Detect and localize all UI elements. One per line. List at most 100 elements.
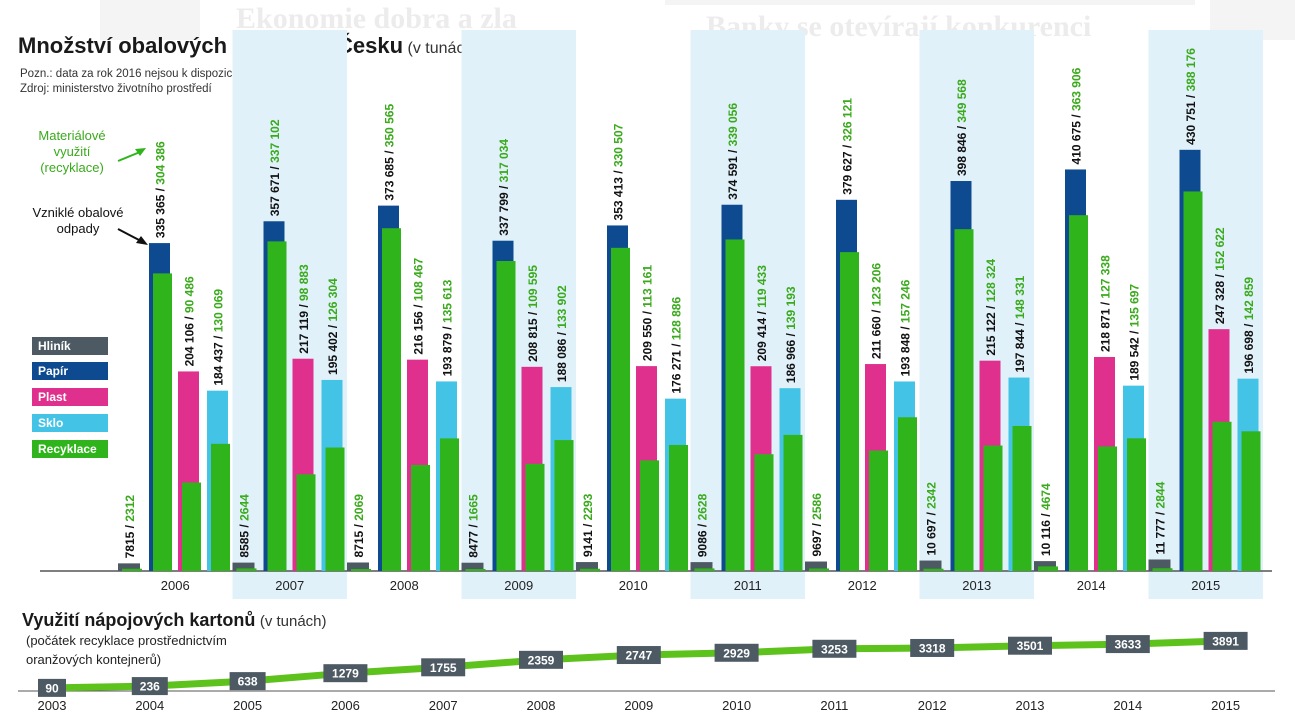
cartons-point-badge [1008, 636, 1052, 655]
cartons-point-badge [1105, 635, 1150, 654]
bar-papir-recycled [725, 239, 745, 571]
bar-label-recycled: 108 467 [412, 258, 426, 302]
x-tick-label: 2013 [962, 578, 991, 593]
cartons-point-label: 3633 [1114, 638, 1141, 652]
annotation-arrow-recycling [117, 151, 141, 162]
cartons-point-badge [131, 677, 168, 696]
cartons-point-label: 2747 [625, 649, 652, 663]
annotation-arrowhead-recycling [135, 148, 146, 156]
bar-label-sklo: 195 402 / 126 304 [326, 278, 340, 375]
bar-hlinik-recycled [580, 568, 600, 571]
bar-hlinik-recycled [465, 569, 486, 571]
bar-hlinik-recycled [694, 568, 715, 571]
bar-label-recycled: 113 161 [641, 265, 655, 308]
bar-label-origin: 10 697 / [925, 509, 939, 556]
bar-label-recycled: 1665 [467, 494, 481, 521]
bar-label-papir: 410 675 / 363 906 [1070, 67, 1084, 164]
cartons-x-tick-label: 2011 [820, 698, 848, 713]
bar-label-recycled: 363 906 [1070, 67, 1084, 111]
bar-sklo-recycled [1241, 431, 1261, 571]
bar-label-plast: 208 815 / 109 595 [526, 265, 540, 362]
ghost-header-bar [665, 0, 1195, 5]
bar-label-recycled: 349 568 [955, 79, 969, 123]
bar-label-sklo: 186 966 / 139 193 [784, 286, 798, 383]
bar-papir-recycled [611, 247, 630, 572]
bar-label-recycled: 2293 [581, 493, 595, 520]
bar-label-hlinik: 11 777 / 2844 [1154, 481, 1168, 554]
bar-plast-recycled [983, 445, 1003, 571]
bar-label-origin: 373 685 / [383, 147, 397, 200]
bar-label-origin: 9141 / [581, 520, 595, 557]
bar-label-papir: 335 365 / 304 386 [154, 141, 168, 238]
bar-plast-recycled [640, 460, 659, 571]
cartons-point-badge [38, 678, 66, 697]
cartons-note-line-2: oranžových kontejnerů) [26, 652, 162, 667]
bar-papir-recycled [954, 229, 974, 571]
cartons-point-badge [1203, 631, 1248, 650]
bar-hlinik-recycled [809, 568, 829, 571]
bar-hlinik-recycled [236, 568, 257, 571]
bar-label-hlinik: 8477 / 1665 [467, 494, 481, 558]
bar-label-recycled: 2844 [1154, 481, 1168, 508]
bar-label-origin: 176 271 / [670, 340, 684, 393]
bar-label-plast: 209 550 / 113 161 [641, 265, 655, 361]
bar-plast-recycled [1212, 421, 1232, 571]
bar-papir-recycled [153, 273, 172, 571]
bar-hlinik [232, 562, 255, 571]
bar-label-origin: 186 966 / [784, 330, 798, 383]
cartons-x-tick-label: 2005 [233, 698, 262, 713]
bar-label-recycled: 157 246 [899, 279, 913, 323]
annotation-origin: Vzniklé obalové odpady [32, 205, 124, 236]
bar-label-recycled: 130 069 [212, 289, 226, 333]
bar-label-plast: 204 106 / 90 486 [183, 276, 197, 366]
bar-label-origin: 189 542 / [1128, 327, 1142, 380]
bar-label-recycled: 2342 [925, 482, 939, 509]
bar-label-origin: 7815 / [123, 522, 137, 559]
bar-sklo-recycled [554, 440, 574, 571]
cartons-note-line-1: (počátek recyklace prostřednictvím [26, 633, 227, 648]
cartons-x-tick-label: 2004 [135, 698, 164, 713]
bar-plast-recycled [1098, 446, 1117, 571]
bar-label-origin: 410 675 / [1070, 111, 1084, 164]
bar-label-sklo: 189 542 / 135 697 [1128, 284, 1142, 381]
bar-label-hlinik: 8585 / 2644 [238, 494, 252, 558]
cartons-point-label: 236 [140, 680, 160, 694]
cartons-point-label: 3501 [1017, 639, 1044, 653]
bar-label-origin: 8585 / [238, 521, 252, 558]
bar-label-sklo: 197 844 / 148 331 [1013, 275, 1027, 372]
cartons-x-tick-label: 2003 [38, 698, 67, 713]
bar-hlinik [347, 562, 369, 571]
bar-label-origin: 8477 / [467, 521, 481, 558]
cartons-point-label: 2929 [723, 646, 750, 660]
bar-label-hlinik: 10 116 / 4674 [1039, 483, 1053, 556]
x-tick-label: 2009 [504, 578, 533, 593]
bar-label-papir: 379 627 / 326 121 [841, 98, 855, 195]
bar-label-origin: 430 751 / [1184, 91, 1198, 144]
cartons-point-label: 1755 [430, 661, 457, 675]
bar-label-origin: 209 414 / [755, 308, 769, 361]
x-tick-label: 2010 [619, 578, 648, 593]
cartons-point-label: 3253 [821, 642, 848, 656]
x-tick-label: 2015 [1191, 578, 1220, 593]
bar-label-papir: 373 685 / 350 565 [383, 104, 397, 201]
bar-papir-recycled [496, 261, 516, 571]
bar-label-papir: 374 591 / 339 056 [726, 103, 740, 200]
bar-papir-recycled [840, 252, 859, 571]
bar-label-origin: 197 844 / [1013, 319, 1027, 372]
bar-label-recycled: 2628 [696, 493, 710, 520]
cartons-point-label: 2359 [528, 653, 555, 667]
cartons-title-text: Využití nápojových kartonů [22, 610, 256, 630]
cartons-point-label: 638 [238, 675, 258, 689]
bar-hlinik [919, 560, 942, 571]
x-tick-label: 2008 [390, 578, 419, 593]
bar-label-plast: 211 660 / 123 206 [870, 263, 884, 359]
bar-papir-recycled [267, 241, 287, 571]
bar-hlinik-recycled [1038, 566, 1058, 571]
cartons-x-tick-label: 2008 [527, 698, 556, 713]
chart-title-unit: (v tunách) [407, 40, 479, 57]
bar-label-origin: 218 871 / [1099, 299, 1113, 352]
bar-label-recycled: 139 193 [784, 286, 798, 330]
bar-plast-recycled [525, 463, 545, 571]
bar-label-plast: 209 414 / 119 433 [755, 265, 769, 361]
